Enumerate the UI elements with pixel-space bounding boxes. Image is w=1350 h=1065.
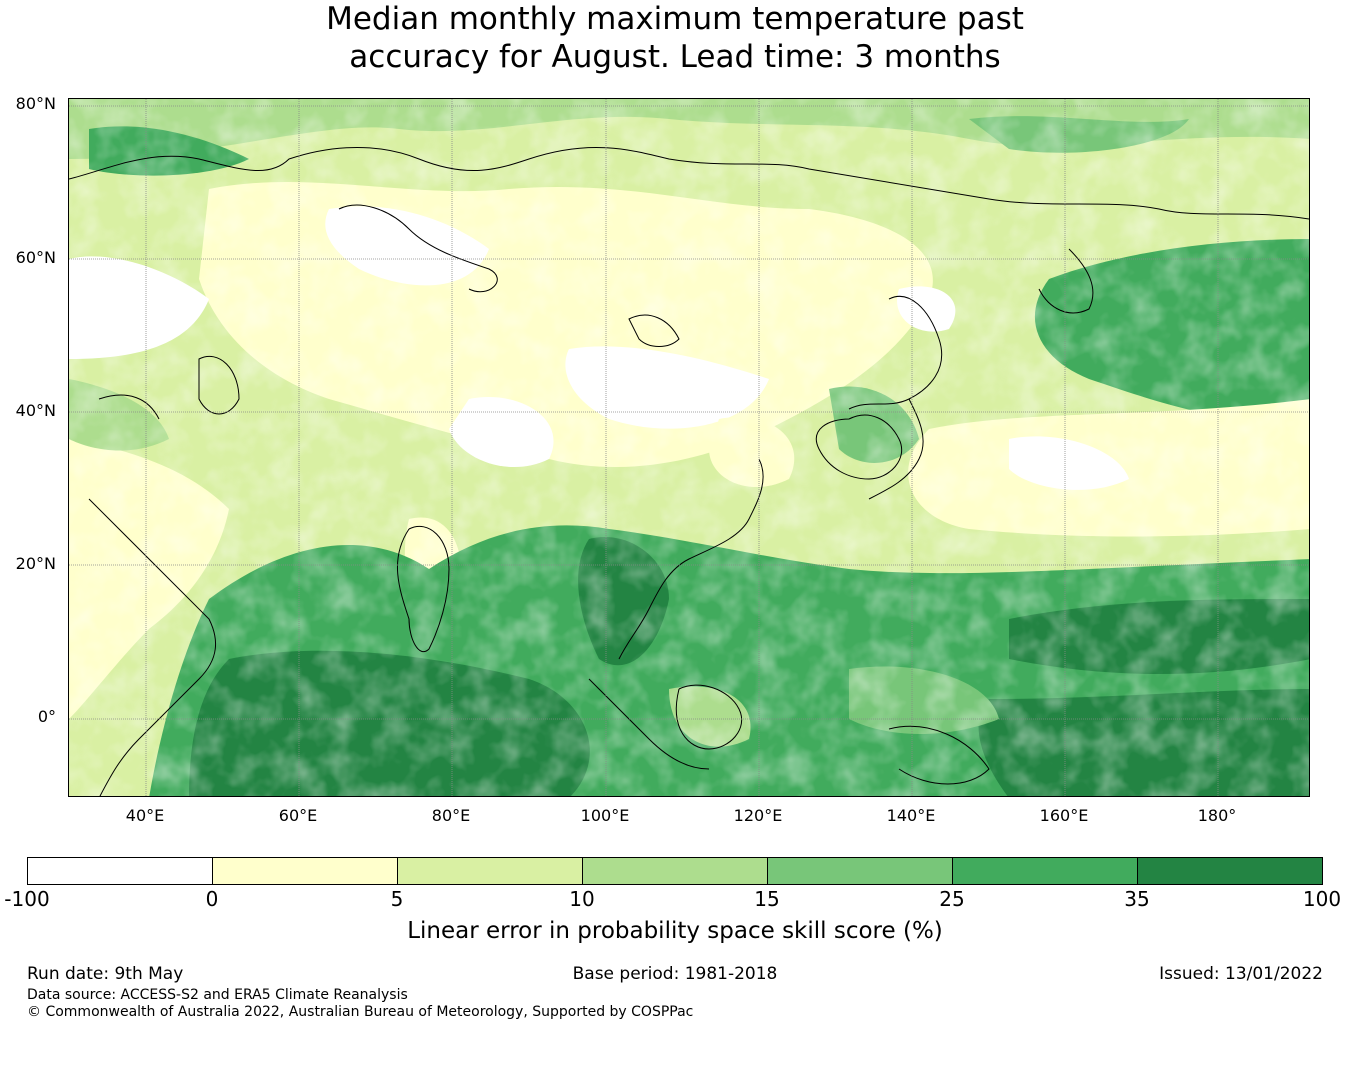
lon-label-80e: 80°E — [431, 806, 471, 825]
coastlines — [69, 146, 1309, 796]
colorbar — [27, 857, 1323, 885]
lat-label-80n: 80°N — [15, 94, 56, 113]
colorbar-tick-5: 5 — [390, 887, 404, 911]
lon-label-180: 180° — [1197, 806, 1237, 825]
data-source: Data source: ACCESS-S2 and ERA5 Climate … — [27, 987, 408, 1003]
colorbar-segment-10-15 — [583, 858, 768, 884]
arabia-africa-coast — [88, 498, 217, 796]
okhotsk-coast — [848, 295, 943, 410]
china-coast — [618, 458, 764, 660]
lat-label-40n: 40°N — [15, 401, 56, 420]
black-sea-coast — [98, 394, 160, 420]
lon-label-140e: 140°E — [886, 806, 936, 825]
colorbar-tick-0: 0 — [205, 887, 219, 911]
lat-label-20n: 20°N — [15, 554, 56, 573]
lat-label-0: 0° — [37, 707, 56, 726]
colorbar-label: Linear error in probability space skill … — [407, 918, 943, 944]
run-date: Run date: 9th May — [27, 964, 184, 984]
colorbar-tick-neg100: -100 — [4, 887, 50, 911]
lon-label-160e: 160°E — [1039, 806, 1089, 825]
lon-label-120e: 120°E — [733, 806, 783, 825]
noise-overlay — [69, 99, 1309, 796]
kamchatka-coast — [1038, 248, 1094, 314]
copyright: © Commonwealth of Australia 2022, Austra… — [27, 1004, 694, 1020]
lat-label-60n: 60°N — [15, 248, 56, 267]
colorbar-tick-25: 25 — [939, 887, 965, 911]
colorbar-tick-35: 35 — [1124, 887, 1150, 911]
chart-title: Median monthly maximum temperature past … — [0, 0, 1350, 76]
colorbar-segment-0-5 — [213, 858, 398, 884]
colorbar-tick-100: 100 — [1302, 887, 1342, 911]
new-guinea-coast — [888, 725, 990, 785]
graticule — [69, 99, 1309, 796]
lon-label-100e: 100°E — [580, 806, 630, 825]
colorbar-segment-neg100-0 — [28, 858, 213, 884]
title-line-1: Median monthly maximum temperature past — [326, 1, 1024, 37]
map-panel — [68, 98, 1310, 797]
borneo-coast — [675, 684, 743, 750]
caspian-coast — [198, 356, 240, 415]
baikal-coast — [628, 314, 680, 347]
lon-label-40e: 40°E — [125, 806, 165, 825]
colorbar-segment-5-10 — [398, 858, 583, 884]
colorbar-segment-35-100 — [1138, 858, 1322, 884]
issued-date: Issued: 13/01/2022 — [1159, 964, 1323, 984]
korea-coast — [815, 414, 903, 480]
base-period: Base period: 1981-2018 — [572, 964, 778, 984]
lon-label-60e: 60°E — [278, 806, 318, 825]
colorbar-tick-10: 10 — [569, 887, 595, 911]
ob-gulf-coast — [338, 204, 498, 293]
colorbar-tick-15: 15 — [754, 887, 780, 911]
arctic-coastline — [69, 146, 1309, 220]
colorbar-segment-25-35 — [953, 858, 1138, 884]
india-coast — [396, 526, 450, 652]
title-line-2: accuracy for August. Lead time: 3 months — [349, 39, 1001, 75]
colorbar-segment-15-25 — [768, 858, 953, 884]
japan-coast — [868, 398, 924, 500]
skill-score-map — [69, 99, 1309, 796]
